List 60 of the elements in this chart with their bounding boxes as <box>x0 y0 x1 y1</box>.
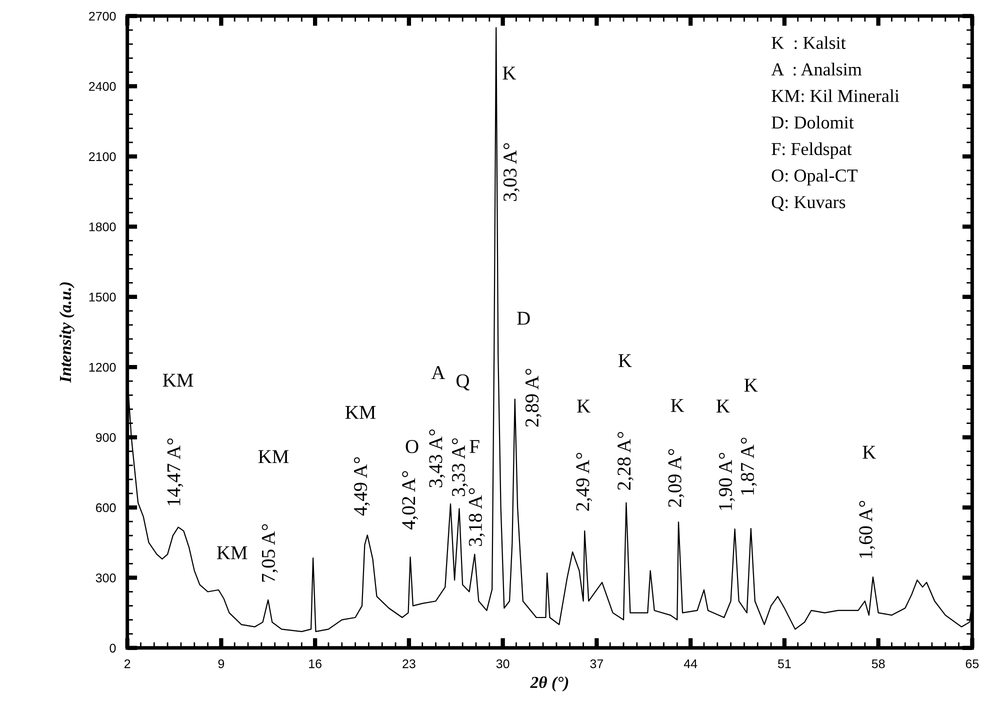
annotation: O: Opal-CT <box>772 168 858 186</box>
x-tick-label: 65 <box>966 659 979 668</box>
annotation: K <box>670 399 684 412</box>
x-tick-label: 16 <box>309 659 322 668</box>
annotation: K <box>577 400 590 412</box>
annotation: KM <box>162 374 194 387</box>
y-tick-label: 1800 <box>89 222 116 232</box>
annotation: KM <box>258 450 289 464</box>
annotation: Q: Kuvars <box>772 196 846 211</box>
annotation: D <box>517 312 530 325</box>
x-tick-label: 2 <box>124 659 130 668</box>
y-tick-label: 1200 <box>89 362 116 372</box>
annotation: 2,09 A° <box>668 449 684 507</box>
y-tick-label: 2400 <box>89 82 116 91</box>
annotation: O <box>406 440 418 454</box>
y-tick-label: 600 <box>96 503 116 512</box>
annotation: 7,05 A° <box>262 524 278 582</box>
y-tick-label: 300 <box>96 574 116 582</box>
annotation: K <box>502 66 516 80</box>
annotation: KM <box>345 406 376 419</box>
annotation: K <box>716 400 730 412</box>
annotation: K : Kalsit <box>772 36 846 50</box>
annotation: Q <box>456 374 470 390</box>
annotation: A <box>431 366 446 379</box>
x-tick-label: 23 <box>402 659 416 668</box>
annotation: K <box>744 378 758 392</box>
x-tick-label: 37 <box>590 659 604 668</box>
x-tick-label: 51 <box>778 659 791 668</box>
annotation: 1,87 A° <box>740 438 757 495</box>
annotation: 3,18 A° <box>468 488 485 546</box>
annotation: F: Feldspat <box>772 142 852 159</box>
annotation: 4,49 A° <box>354 457 370 516</box>
annotation: KM <box>216 546 248 560</box>
annotation: 3,43 A° <box>429 429 446 488</box>
y-tick-label: 2100 <box>89 152 116 162</box>
annotation: D: Dolomit <box>772 116 854 129</box>
annotation: K <box>618 354 632 367</box>
annotation: KM: Kil Minerali <box>772 89 900 102</box>
annotation: 2,28 A° <box>618 432 634 490</box>
x-tick-label: 9 <box>218 659 224 668</box>
annotation: 2,49 A° <box>576 452 592 511</box>
annotation: 1,90 A° <box>718 452 735 510</box>
annotation: 4,02 A° <box>402 471 418 530</box>
y-tick-label: 900 <box>96 433 116 442</box>
annotation: 1,60 A° <box>859 500 876 558</box>
annotation: 3,33 A° <box>452 438 468 496</box>
annotation: K <box>862 446 876 459</box>
y-tick-label: 0 <box>110 644 116 653</box>
annotation: 14,47 A° <box>167 438 184 506</box>
x-axis-title: 2θ (°) <box>530 676 568 692</box>
annotation: 2,89 A° <box>525 368 542 427</box>
x-tick-label: 30 <box>496 659 510 668</box>
annotation: F <box>470 440 480 453</box>
y-tick-label: 2700 <box>89 12 116 21</box>
x-tick-label: 44 <box>684 659 698 668</box>
y-tick-label: 1500 <box>89 292 116 302</box>
y-axis-title: Intensity (a.u.) <box>59 282 75 383</box>
annotation: A : Analsim <box>771 62 862 76</box>
annotation: 3,03 A° <box>503 143 520 201</box>
x-tick-label: 58 <box>872 659 885 668</box>
